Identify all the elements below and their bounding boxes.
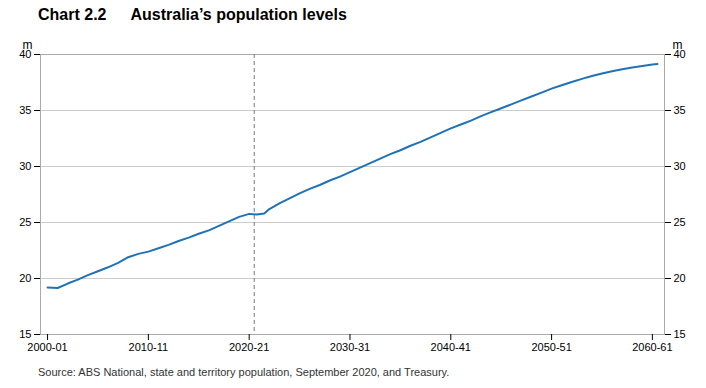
svg-text:30: 30 [19, 160, 31, 172]
html-text:Source: ABS National, state an: Source: ABS National, state and territor… [38, 366, 450, 378]
svg-text:2060-61: 2060-61 [632, 341, 672, 353]
svg-text:2050-51: 2050-51 [531, 341, 571, 353]
svg-text:2030-31: 2030-31 [330, 341, 370, 353]
html-text:Australia’s population levels: Australia’s population levels [130, 6, 347, 23]
svg-text:30: 30 [674, 160, 686, 172]
svg-text:15: 15 [19, 328, 31, 340]
svg-text:20: 20 [19, 272, 31, 284]
svg-text:40: 40 [673, 48, 686, 60]
svg-text:35: 35 [19, 104, 31, 116]
svg-text:2020-21: 2020-21 [229, 341, 269, 353]
svg-text:m: m [673, 38, 683, 52]
svg-text:15: 15 [674, 328, 686, 340]
svg-text:25: 25 [19, 216, 31, 228]
svg-text:20: 20 [674, 272, 686, 284]
svg-text:m: m [23, 38, 33, 52]
svg-text:2040-41: 2040-41 [431, 341, 471, 353]
svg-text:2010-11: 2010-11 [129, 341, 169, 353]
svg-text:25: 25 [674, 216, 686, 228]
html-text:Chart 2.2: Chart 2.2 [38, 6, 107, 23]
svg-text:35: 35 [674, 104, 686, 116]
svg-text:40: 40 [19, 48, 32, 60]
svg-text:2000-01: 2000-01 [27, 341, 67, 353]
